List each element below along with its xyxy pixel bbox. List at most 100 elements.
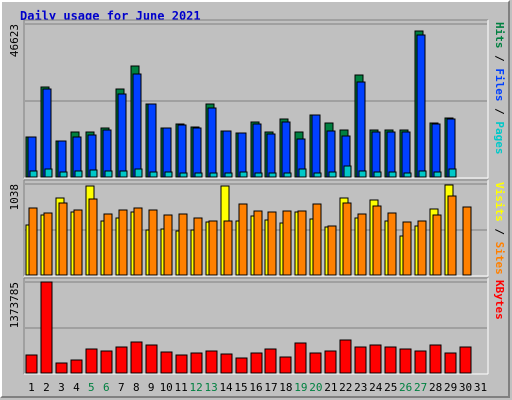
kbytes-legend: KBytes: [493, 280, 506, 320]
visits-sites-legend-part-2: Sites: [493, 242, 506, 275]
kbytes-legend-part-0: KBytes: [493, 280, 506, 320]
files-bar-7: [117, 93, 127, 178]
day-label-7: 7: [118, 381, 125, 394]
pages-bar-6: [104, 170, 113, 178]
day-label-26: 26: [399, 381, 412, 394]
files-bar-10: [162, 127, 172, 178]
hits-files-pages-legend-part-3: /: [493, 102, 506, 122]
pages-bar-21: [328, 171, 337, 178]
pages-bar-13: [209, 172, 218, 178]
sites-bar-21: [327, 225, 337, 276]
day-label-19: 19: [294, 381, 307, 394]
pages-bar-26: [403, 172, 412, 178]
pages-bar-16: [254, 172, 263, 178]
files-bar-29: [446, 118, 456, 178]
sites-bar-9: [148, 209, 158, 276]
day-label-22: 22: [339, 381, 352, 394]
pages-bar-23: [358, 170, 367, 178]
pages-bar-17: [268, 172, 277, 178]
kbytes-bar-10: [160, 351, 173, 374]
day-label-8: 8: [133, 381, 140, 394]
kbytes-bar-25: [384, 346, 397, 374]
sites-bar-20: [312, 203, 322, 276]
files-bar-24: [371, 131, 381, 178]
kbytes-bar-5: [85, 348, 98, 374]
files-bar-17: [266, 133, 276, 178]
day-label-28: 28: [429, 381, 442, 394]
kbytes-bar-14: [220, 353, 233, 374]
kbytes-bar-15: [235, 357, 248, 374]
day-label-10: 10: [160, 381, 173, 394]
day-label-25: 25: [384, 381, 397, 394]
files-bar-12: [192, 127, 202, 178]
pages-bar-3: [59, 171, 68, 178]
kbytes-bar-11: [175, 354, 188, 374]
kbytes-bar-2: [40, 281, 53, 374]
day-label-9: 9: [148, 381, 155, 394]
day-label-16: 16: [249, 381, 262, 394]
pages-bar-10: [164, 171, 173, 178]
sites-bar-1: [28, 207, 38, 276]
pages-bar-25: [388, 171, 397, 178]
kbytes-bar-24: [369, 344, 382, 374]
sites-bar-2: [43, 212, 53, 276]
sites-bar-17: [267, 211, 277, 276]
kbytes-bar-4: [70, 359, 83, 374]
sites-bar-16: [253, 210, 263, 276]
sites-bar-18: [282, 210, 292, 276]
day-label-24: 24: [369, 381, 383, 394]
files-bar-2: [42, 88, 52, 178]
kbytes-bar-13: [205, 350, 218, 374]
visits-sites-legend-part-0: Visits: [493, 182, 506, 222]
day-label-3: 3: [58, 381, 65, 394]
kbytes-bar-27: [414, 350, 427, 374]
pages-bar-24: [373, 171, 382, 178]
sites-bar-4: [73, 209, 83, 276]
sites-bar-6: [103, 213, 113, 276]
day-label-31: 31: [474, 381, 487, 394]
sites-bar-12: [193, 217, 203, 276]
sites-bar-5: [88, 198, 98, 276]
pages-bar-11: [179, 172, 188, 178]
files-bar-13: [207, 107, 217, 178]
kbytes-bar-22: [339, 339, 352, 374]
day-label-29: 29: [444, 381, 457, 394]
day-label-5: 5: [88, 381, 95, 394]
pages-bar-20: [313, 172, 322, 178]
files-bar-21: [326, 130, 336, 178]
hits-files-pages-legend-part-4: Pages: [493, 121, 506, 154]
pages-bar-15: [239, 171, 248, 178]
kbytes-bar-3: [55, 362, 68, 374]
day-label-27: 27: [414, 381, 427, 394]
files-bar-26: [401, 131, 411, 178]
sites-bar-22: [342, 202, 352, 276]
sites-bar-13: [208, 220, 218, 276]
pages-bar-8: [134, 168, 143, 178]
sites-bar-3: [58, 202, 68, 276]
kbytes-bar-21: [324, 350, 337, 374]
kbytes-bar-6: [100, 350, 113, 374]
files-bar-8: [132, 73, 142, 178]
sites-bar-24: [372, 205, 382, 276]
pages-bar-14: [224, 172, 233, 178]
files-bar-28: [431, 123, 441, 178]
visits-sites-legend: Visits / Sites: [493, 182, 506, 275]
kbytes-bar-16: [250, 352, 263, 374]
pages-bar-12: [194, 172, 203, 178]
pages-bar-5: [89, 169, 98, 178]
kbytes-max-label: 1373785: [8, 282, 21, 328]
day-label-4: 4: [73, 381, 80, 394]
sites-bar-28: [432, 214, 442, 276]
hits-files-pages-legend-part-2: Files: [493, 68, 506, 101]
sites-bar-14: [223, 220, 233, 276]
day-label-1: 1: [28, 381, 35, 394]
kbytes-bar-8: [130, 341, 143, 374]
files-bar-6: [102, 129, 112, 178]
sites-bar-11: [178, 213, 188, 276]
sites-bar-26: [402, 221, 412, 276]
kbytes-bar-20: [309, 352, 322, 374]
files-bar-20: [311, 114, 321, 178]
pages-bar-18: [283, 172, 292, 178]
kbytes-bar-29: [444, 352, 457, 374]
sites-bar-8: [133, 207, 143, 276]
